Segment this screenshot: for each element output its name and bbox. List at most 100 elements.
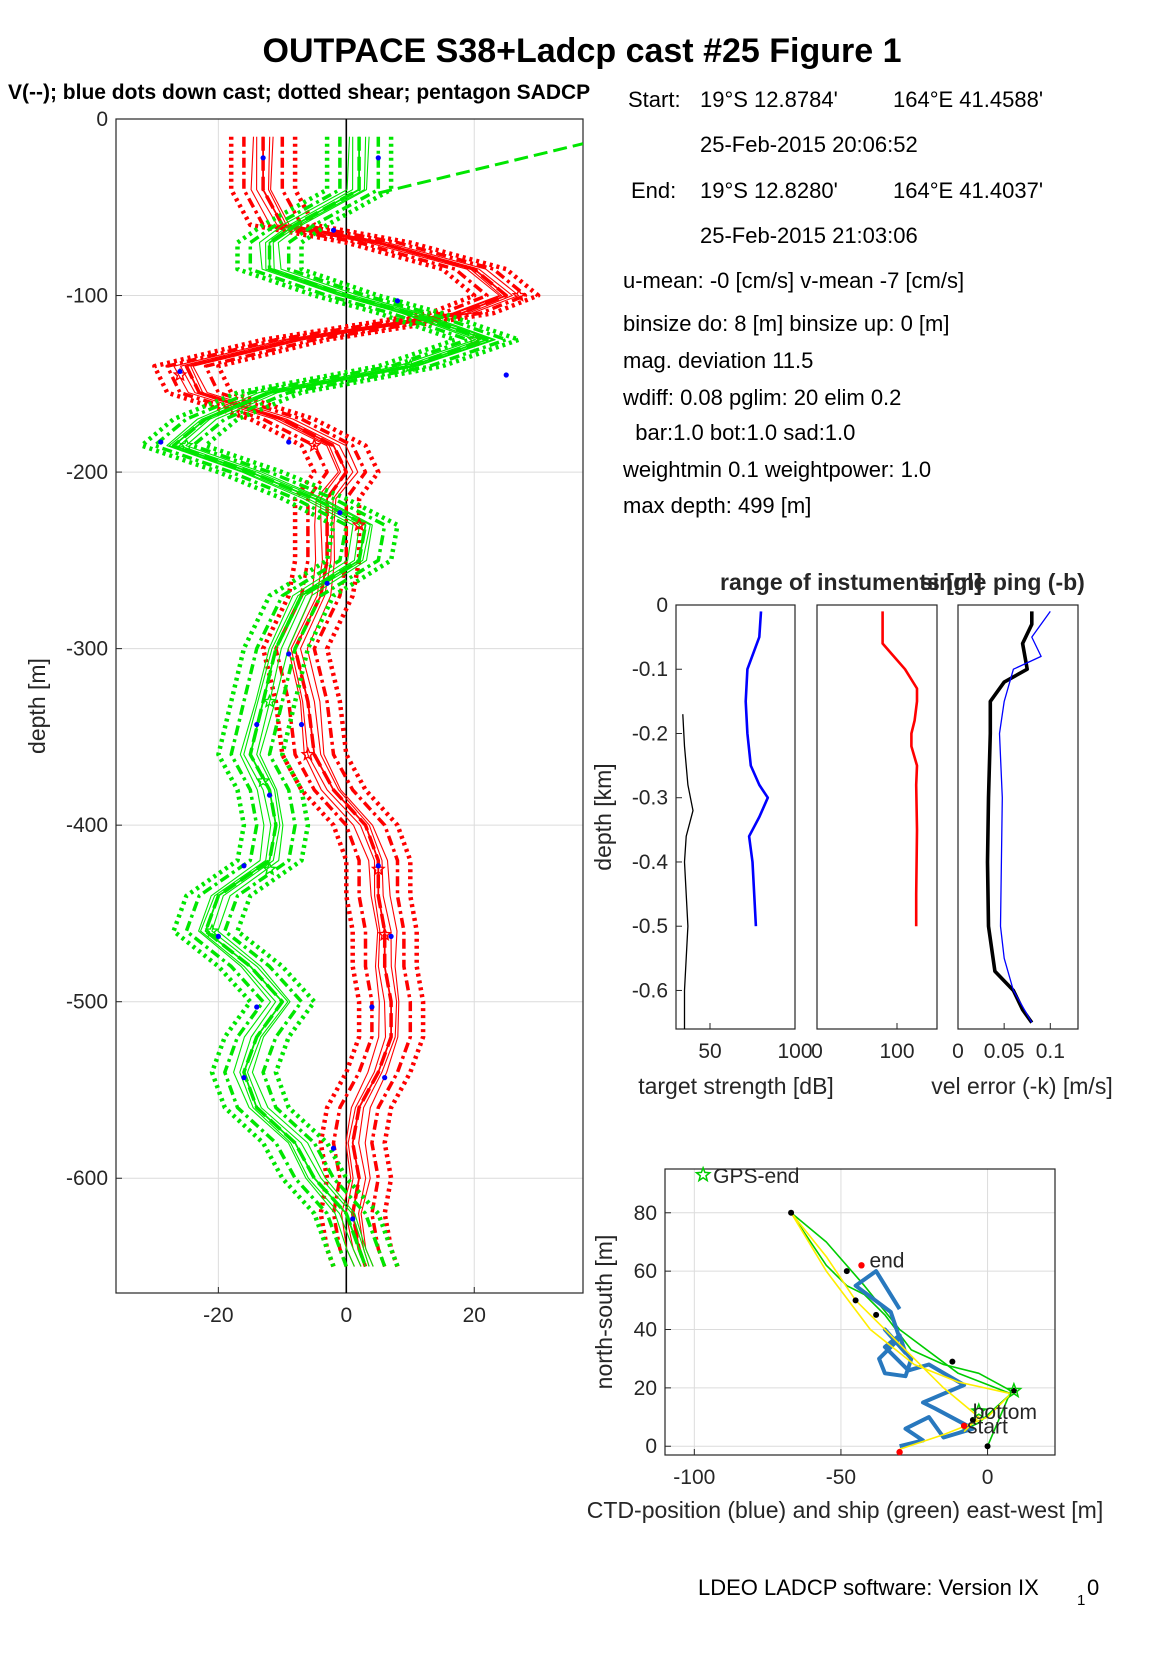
position-xlabel: CTD-position (blue) and ship (green) eas…: [587, 1497, 1103, 1523]
down-cast-dot: [254, 1004, 260, 1010]
position-frame: [664, 1168, 1056, 1456]
instrument-range-frame: [816, 604, 938, 1030]
velocity-profile-frame: [115, 118, 584, 1294]
position-xtick-label: -100: [673, 1466, 715, 1489]
position-xtick-label: 0: [982, 1466, 994, 1489]
position-marker-red: [896, 1448, 903, 1456]
down-cast-dot: [337, 510, 343, 516]
down-cast-dot: [298, 721, 305, 728]
position-ytick-label: 0: [645, 1435, 657, 1458]
u-dashdot-envelope: [203, 136, 528, 1268]
down-cast-dot: [382, 1075, 388, 1081]
sadcp-marker: [377, 926, 393, 941]
end-lon: 164°E 41.4037': [893, 178, 1043, 203]
velocity-profile-ytick-label: -100: [66, 285, 108, 308]
position-xtick-label: -50: [826, 1466, 856, 1489]
target-strength-line-blue: [744, 611, 770, 927]
sadcp-marker: [402, 358, 418, 373]
position-ctd-track: [853, 1269, 975, 1449]
target-strength-axes: 50 100 0 -0.1 -0.2 -0.3 -0.4 -0.5 -0.6: [632, 594, 813, 1063]
position-marker-dot: [852, 1297, 859, 1304]
instrument-range-line-red: [881, 611, 919, 927]
vel-error-line-black: [985, 611, 1034, 1024]
position-ytick-label: 20: [634, 1377, 657, 1400]
target-strength-ytick-label: 0: [656, 594, 668, 617]
label-bottom: bottom: [973, 1401, 1037, 1424]
down-cast-dot: [503, 372, 509, 378]
v-ensemble-line: [178, 136, 494, 1267]
position-marker-red: [960, 1422, 968, 1430]
velocity-profile-xtick-label: 20: [463, 1304, 486, 1327]
velocity-profile-xtick-label: 0: [340, 1304, 352, 1327]
means: u-mean: -0 [cm/s] v-mean -7 [cm/s]: [623, 268, 964, 293]
u-ensemble-line: [180, 136, 503, 1267]
down-cast-dot: [375, 155, 381, 161]
down-cast-dot: [177, 368, 183, 375]
mag-deviation: mag. deviation 11.5: [623, 348, 813, 373]
vel-error-xtick-label: 0: [952, 1040, 964, 1063]
velocity-series: [139, 119, 583, 1293]
sadcp-marker: [262, 861, 277, 876]
instrument-range-xtick-label: 100: [879, 1040, 914, 1063]
info-block: Start: 19°S 12.8784' 164°E 41.4588' 25-F…: [622, 87, 1043, 518]
vel-error-series: [985, 611, 1051, 1024]
v-shear-envelope: [139, 136, 458, 1268]
position-marker-dot: [873, 1311, 880, 1318]
velocity-profile-ytick-label: -500: [66, 991, 108, 1014]
sadcp-marker: [466, 331, 482, 346]
sadcp-marker: [351, 517, 367, 532]
down-cast-dot: [324, 580, 330, 586]
bar-bot-sad: bar:1.0 bot:1.0 sad:1.0: [623, 420, 855, 445]
vel-error-axes: 0 0.05 0.1: [952, 604, 1079, 1063]
v-dashdot-envelope: [152, 136, 470, 1268]
target-strength-ytick-label: -0.2: [632, 722, 668, 745]
position-ytick-label: 60: [634, 1260, 657, 1283]
v-ensemble-line: [166, 136, 477, 1267]
instrument-range-axes: 0 100: [811, 604, 938, 1063]
footer-subscript: 1: [1077, 1592, 1085, 1609]
position-series: [694, 1165, 1023, 1456]
position-bt-track: [790, 1212, 1012, 1450]
velocity-profile-ytick-label: -300: [66, 638, 108, 661]
position-marker-star: [694, 1165, 712, 1183]
footer: LDEO LADCP software: Version IX 1 0: [698, 1575, 1099, 1609]
position-ylabel: north-south [m]: [591, 1235, 617, 1390]
target-strength-xtick-label: 50: [698, 1040, 721, 1063]
down-cast-dot: [266, 792, 273, 798]
position-marker-dot: [969, 1416, 976, 1423]
position-marker-star: [970, 1402, 988, 1419]
vel-error-xtick-label: 0.05: [984, 1040, 1025, 1063]
sadcp-marker: [306, 437, 322, 452]
velocity-profile-ytick-label: -400: [66, 814, 108, 837]
position-marker-dot: [1010, 1387, 1017, 1394]
position-marker-dot: [984, 1443, 991, 1450]
down-cast-dot: [369, 1004, 375, 1010]
start-lat: 19°S 12.8784': [700, 87, 838, 112]
target-strength-frame: [675, 604, 796, 1030]
down-cast-dot: [254, 721, 260, 728]
start-time: 25-Feb-2015 20:06:52: [700, 132, 918, 157]
panel-ylabel: depth [km]: [590, 763, 616, 870]
sadcp-marker: [172, 367, 188, 382]
weight: weightmin 0.1 weightpower: 1.0: [622, 457, 931, 482]
footer-tail: 0: [1087, 1575, 1099, 1600]
sadcp-marker: [511, 287, 527, 302]
panel-title-single-ping: single ping (-b): [920, 569, 1085, 595]
wdiff: wdiff: 0.08 pglim: 20 elim 0.2: [622, 385, 901, 410]
start-label: Start:: [628, 87, 681, 112]
down-cast-dot: [286, 439, 292, 445]
u-shear-envelope: [152, 136, 477, 1268]
instrument-range-series: [881, 611, 919, 927]
down-cast-dot: [260, 155, 266, 161]
target-strength-line-black: [682, 714, 694, 1029]
position-axes: -100 -50 0 0 20 40 60 80: [634, 1168, 1056, 1489]
velocity-ylabel: depth [m]: [24, 658, 50, 754]
sadcp-marker: [300, 746, 316, 761]
down-cast-dot: [375, 863, 381, 869]
v-ensemble-line: [185, 136, 496, 1267]
instrument-range-xtick-label: 0: [811, 1040, 823, 1063]
velocity-profile-ytick-label: -200: [66, 461, 108, 484]
down-cast-dot: [330, 227, 337, 233]
vel-error-xlabel: vel error (-k) [m/s]: [931, 1073, 1112, 1099]
